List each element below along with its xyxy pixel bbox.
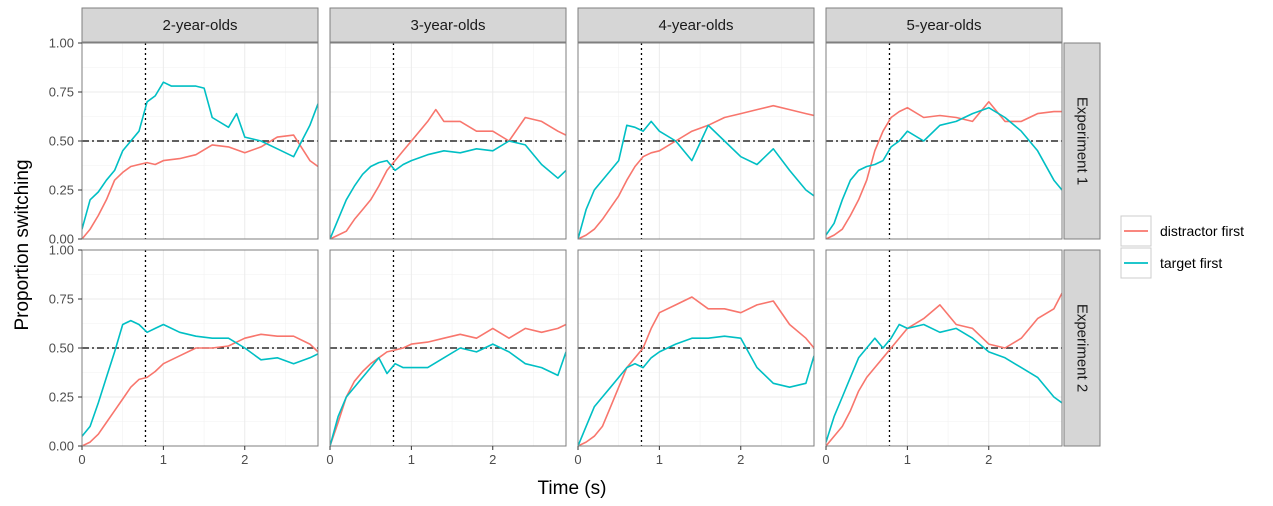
- series-line-target-first: [578, 120, 814, 239]
- x-tick-label: 0: [326, 452, 333, 467]
- panels-layer: [81, 42, 1063, 447]
- panel-r1-c2: [329, 42, 567, 240]
- panel-r2-c2: [329, 249, 567, 447]
- panel-border: [329, 42, 567, 240]
- panel-border: [825, 249, 1063, 447]
- x-tick-label: 0: [822, 452, 829, 467]
- panel-r2-c1: [81, 249, 319, 447]
- panel-border: [825, 42, 1063, 240]
- x-tick-label: 0: [574, 452, 581, 467]
- column-strip-label: 4-year-olds: [658, 17, 733, 34]
- series-line-distractor-first: [82, 134, 318, 239]
- panel-border: [577, 42, 815, 240]
- x-tick-label: 1: [656, 452, 663, 467]
- panel-r2-c4: [825, 249, 1063, 447]
- series-line-distractor-first: [82, 333, 318, 446]
- series-line-target-first: [330, 343, 566, 446]
- x-tick-label: 1: [160, 452, 167, 467]
- strips-layer: 2-year-olds 3-year-olds 4-year-olds 5-year-…: [81, 7, 1101, 447]
- column-strip: [577, 7, 815, 43]
- y-axis-title: Proportion switching: [12, 159, 33, 330]
- y-tick-label: 0.75: [49, 292, 74, 307]
- series-line-distractor-first: [330, 323, 566, 446]
- x-tick-label: 2: [489, 452, 496, 467]
- y-tick-label: 0.25: [49, 183, 74, 198]
- column-strip: [825, 7, 1063, 43]
- row-strip: [1063, 249, 1101, 447]
- legend-label: target first: [1160, 255, 1222, 271]
- x-axis-title: Time (s): [538, 478, 607, 499]
- legend: distractor first target first: [1120, 215, 1244, 279]
- series-line-target-first: [82, 319, 318, 437]
- row-strip-label: Experiment 1: [1074, 97, 1091, 185]
- series-line-distractor-first: [578, 296, 814, 446]
- y-tick-label: 0.00: [49, 439, 74, 454]
- column-strip-label: 2-year-olds: [162, 17, 237, 34]
- x-tick-label: 2: [985, 452, 992, 467]
- column-strip: [329, 7, 567, 43]
- axes-layer: 0.000.250.500.751.000.000.250.500.751.00…: [49, 36, 993, 468]
- y-tick-label: 0.50: [49, 341, 74, 356]
- panel-r1-c4: [825, 42, 1063, 240]
- legend-label: distractor first: [1160, 223, 1244, 239]
- series-line-target-first: [826, 106, 1062, 236]
- panel-r2-c3: [577, 249, 815, 447]
- y-tick-label: 0.50: [49, 134, 74, 149]
- y-tick-label: 0.25: [49, 390, 74, 405]
- series-line-distractor-first: [578, 104, 814, 239]
- y-tick-label: 0.00: [49, 232, 74, 247]
- x-tick-label: 1: [408, 452, 415, 467]
- series-line-distractor-first: [330, 108, 566, 239]
- series-line-distractor-first: [826, 101, 1062, 239]
- x-tick-label: 2: [737, 452, 744, 467]
- x-tick-label: 2: [241, 452, 248, 467]
- y-tick-label: 1.00: [49, 243, 74, 258]
- row-strip: [1063, 42, 1101, 240]
- series-line-target-first: [826, 323, 1062, 443]
- panel-r1-c1: [81, 42, 319, 240]
- column-strip-label: 3-year-olds: [410, 17, 485, 34]
- series-line-target-first: [578, 335, 814, 446]
- series-line-target-first: [82, 81, 318, 230]
- y-tick-label: 0.75: [49, 85, 74, 100]
- panel-border: [577, 249, 815, 447]
- row-strip-label: Experiment 2: [1074, 304, 1091, 392]
- panel-border: [329, 249, 567, 447]
- series-line-target-first: [330, 140, 566, 239]
- x-tick-label: 0: [78, 452, 85, 467]
- column-strip-label: 5-year-olds: [906, 17, 981, 34]
- x-tick-label: 1: [904, 452, 911, 467]
- panel-r1-c3: [577, 42, 815, 240]
- column-strip: [81, 7, 319, 43]
- y-tick-label: 1.00: [49, 36, 74, 51]
